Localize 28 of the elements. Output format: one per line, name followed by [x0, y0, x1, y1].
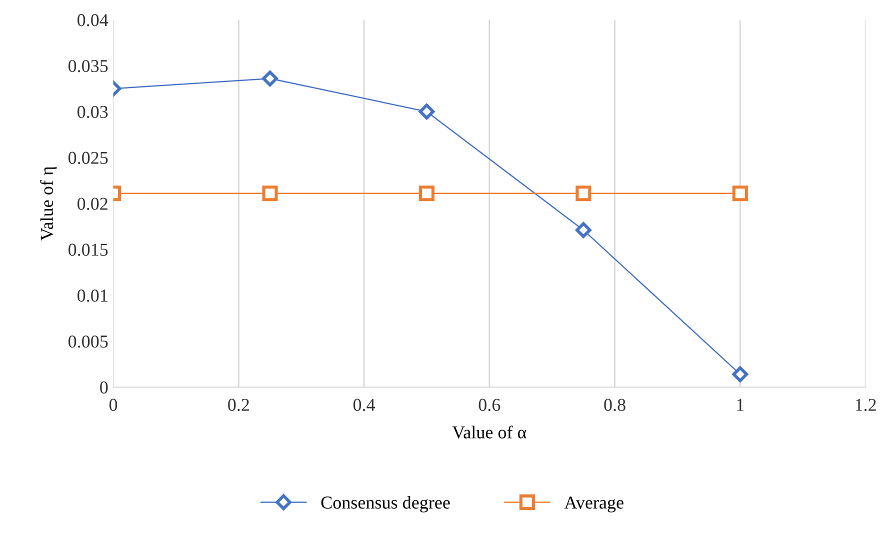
point: [418, 186, 434, 202]
y-tick-label: 0: [100, 381, 108, 394]
point: [576, 186, 592, 202]
y-tick-label: 0.025: [68, 152, 108, 164]
x-tick-label: 0.8: [604, 398, 626, 412]
x-tick-label: 1.2: [856, 398, 876, 412]
y-tick-label: 0.005: [68, 335, 108, 348]
legend-label: Consensus degree: [321, 496, 450, 512]
y-tick-label: 0.01: [78, 290, 108, 302]
point: [262, 186, 278, 202]
point: [418, 104, 435, 120]
y-tick-label: 0.04: [78, 14, 108, 26]
legend-label: Average: [564, 496, 624, 512]
point: [732, 186, 748, 202]
x-tick-label: 0: [109, 398, 118, 411]
y-tick-label: 0.03: [78, 106, 108, 118]
x-tick-label: 0.2: [228, 398, 249, 412]
y-tick-label: 0.015: [68, 244, 108, 256]
x-tick-label: 0.4: [353, 398, 376, 412]
point: [576, 222, 592, 238]
x-axis-title: Value of α: [452, 426, 526, 439]
y-tick-label: 0.02: [78, 198, 108, 210]
y-tick-label: 0.035: [68, 60, 108, 72]
y-axis-title: Value of η: [40, 167, 57, 241]
x-tick-label: 0.6: [478, 398, 500, 412]
x-tick-label: 1: [737, 398, 744, 411]
point: [732, 366, 748, 382]
point: [262, 70, 278, 86]
